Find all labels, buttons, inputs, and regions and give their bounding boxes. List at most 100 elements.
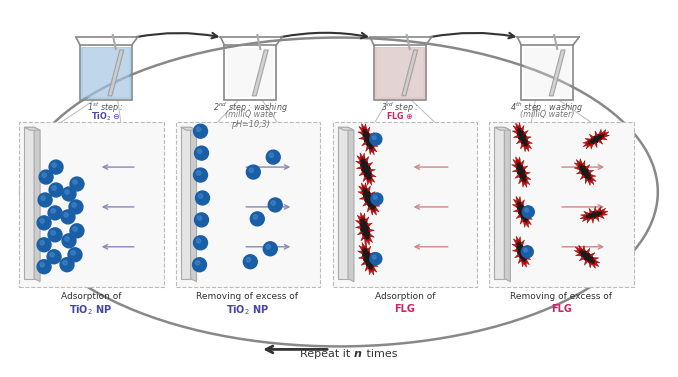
Polygon shape xyxy=(372,264,378,267)
Circle shape xyxy=(253,215,258,219)
Circle shape xyxy=(372,136,376,139)
Polygon shape xyxy=(367,179,370,185)
Polygon shape xyxy=(367,223,372,227)
Circle shape xyxy=(197,171,201,175)
Text: FLG: FLG xyxy=(395,303,415,314)
Polygon shape xyxy=(355,161,361,164)
Polygon shape xyxy=(368,238,373,242)
Circle shape xyxy=(249,168,254,172)
Polygon shape xyxy=(585,164,590,170)
Circle shape xyxy=(42,173,46,177)
Circle shape xyxy=(246,257,251,262)
Circle shape xyxy=(269,153,273,157)
Polygon shape xyxy=(357,215,362,220)
Polygon shape xyxy=(527,144,532,149)
Circle shape xyxy=(48,206,62,220)
Polygon shape xyxy=(580,175,585,179)
Polygon shape xyxy=(515,174,520,178)
Polygon shape xyxy=(369,149,372,155)
Polygon shape xyxy=(576,159,580,165)
Text: 2$^{nd}$ step : washing: 2$^{nd}$ step : washing xyxy=(213,100,287,115)
Polygon shape xyxy=(518,258,523,264)
Polygon shape xyxy=(367,246,371,251)
Polygon shape xyxy=(523,182,527,187)
Circle shape xyxy=(62,187,76,201)
Polygon shape xyxy=(525,136,532,139)
Polygon shape xyxy=(525,146,529,152)
Polygon shape xyxy=(512,244,517,247)
Polygon shape xyxy=(575,247,580,251)
FancyBboxPatch shape xyxy=(490,122,634,287)
Polygon shape xyxy=(359,172,365,176)
Polygon shape xyxy=(372,147,377,152)
Text: TiO$_2$ NP: TiO$_2$ NP xyxy=(226,303,269,317)
Circle shape xyxy=(51,231,56,235)
Circle shape xyxy=(522,206,534,218)
Polygon shape xyxy=(360,157,372,181)
Circle shape xyxy=(68,248,82,262)
Polygon shape xyxy=(598,139,603,144)
Polygon shape xyxy=(365,146,370,152)
Polygon shape xyxy=(517,200,528,224)
Circle shape xyxy=(263,242,277,256)
Polygon shape xyxy=(579,256,584,261)
Polygon shape xyxy=(370,192,375,196)
Circle shape xyxy=(52,163,56,167)
Polygon shape xyxy=(369,234,374,237)
Circle shape xyxy=(193,236,207,250)
Circle shape xyxy=(266,245,271,249)
Polygon shape xyxy=(520,240,525,245)
Circle shape xyxy=(38,193,52,207)
Polygon shape xyxy=(520,219,524,224)
Polygon shape xyxy=(361,261,366,265)
Polygon shape xyxy=(365,156,369,162)
Polygon shape xyxy=(574,163,580,167)
Circle shape xyxy=(64,213,68,217)
Circle shape xyxy=(37,238,51,252)
Polygon shape xyxy=(580,216,586,219)
Polygon shape xyxy=(361,124,365,129)
Polygon shape xyxy=(180,127,197,130)
Circle shape xyxy=(250,212,264,226)
Polygon shape xyxy=(369,229,374,232)
Polygon shape xyxy=(513,209,519,212)
Circle shape xyxy=(60,258,74,272)
Polygon shape xyxy=(599,129,601,135)
Circle shape xyxy=(62,234,76,248)
Polygon shape xyxy=(516,214,521,219)
Circle shape xyxy=(374,195,377,199)
Polygon shape xyxy=(81,47,131,99)
Polygon shape xyxy=(518,236,521,242)
Polygon shape xyxy=(580,159,582,164)
Polygon shape xyxy=(518,196,521,202)
Polygon shape xyxy=(520,126,524,131)
Circle shape xyxy=(195,261,200,265)
Polygon shape xyxy=(357,251,363,254)
Polygon shape xyxy=(355,221,361,224)
Circle shape xyxy=(52,186,56,190)
Polygon shape xyxy=(602,212,607,215)
Text: 4$^{th}$ step : washing: 4$^{th}$ step : washing xyxy=(511,100,584,115)
Text: Removing of excess of: Removing of excess of xyxy=(510,292,612,300)
FancyBboxPatch shape xyxy=(176,122,320,287)
Circle shape xyxy=(70,224,84,238)
Polygon shape xyxy=(513,126,518,130)
Polygon shape xyxy=(367,162,373,167)
Polygon shape xyxy=(591,177,596,181)
Polygon shape xyxy=(584,211,603,219)
Polygon shape xyxy=(359,126,364,131)
Polygon shape xyxy=(372,259,378,262)
Circle shape xyxy=(523,248,527,252)
Polygon shape xyxy=(594,262,599,267)
Polygon shape xyxy=(359,196,365,199)
Circle shape xyxy=(195,191,210,205)
Circle shape xyxy=(65,190,69,194)
Polygon shape xyxy=(513,135,519,138)
Circle shape xyxy=(521,246,534,258)
Polygon shape xyxy=(603,132,609,136)
Circle shape xyxy=(40,219,44,223)
Text: n: n xyxy=(354,349,362,359)
Circle shape xyxy=(39,170,53,184)
Polygon shape xyxy=(357,231,363,235)
Circle shape xyxy=(370,133,382,145)
